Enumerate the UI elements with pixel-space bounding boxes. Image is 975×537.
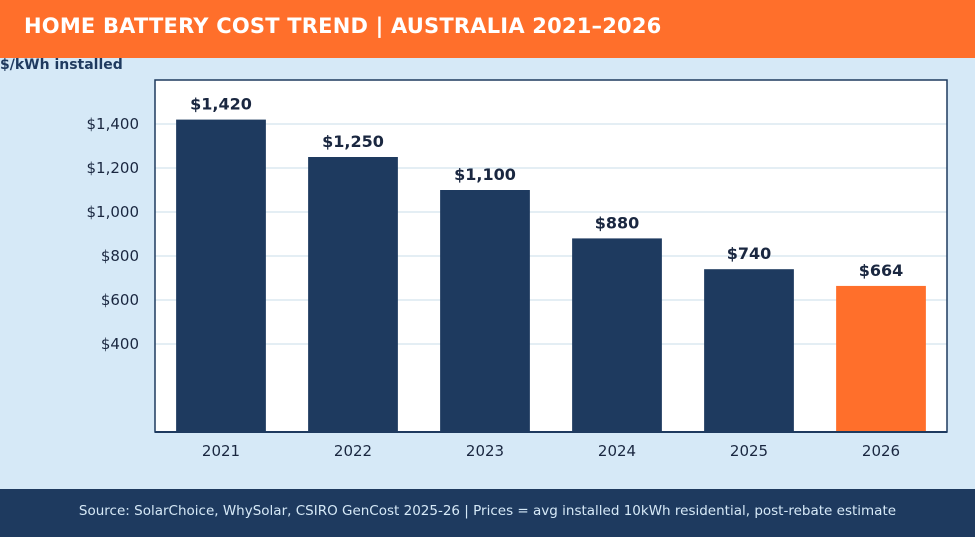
y-tick-label: $600: [101, 291, 139, 309]
y-tick-label: $1,200: [87, 159, 140, 177]
data-label: $740: [727, 244, 772, 263]
y-axis-label: $/kWh installed: [0, 57, 123, 73]
bar: [176, 119, 266, 432]
data-label: $1,250: [322, 132, 384, 151]
y-tick-label: $1,400: [87, 115, 140, 133]
bar: [836, 285, 926, 432]
x-tick-label: 2026: [862, 442, 900, 460]
y-tick-label: $800: [101, 247, 139, 265]
y-tick-label: $1,000: [87, 203, 140, 221]
page-title: HOME BATTERY COST TREND | AUSTRALIA 2021…: [24, 14, 662, 38]
data-label: $1,100: [454, 165, 516, 184]
source-note: Source: SolarChoice, WhySolar, CSIRO Gen…: [78, 503, 897, 519]
data-label: $1,420: [190, 95, 252, 114]
header-bar: HOME BATTERY COST TREND | AUSTRALIA 2021…: [0, 0, 975, 58]
data-label: $664: [859, 261, 904, 280]
footer-bar: Source: SolarChoice, WhySolar, CSIRO Gen…: [0, 489, 975, 537]
bar: [704, 269, 794, 432]
x-tick-label: 2023: [466, 442, 504, 460]
x-tick-label: 2024: [598, 442, 636, 460]
x-tick-label: 2025: [730, 442, 768, 460]
y-tick-label: $400: [101, 335, 139, 353]
x-tick-label: 2021: [202, 442, 240, 460]
bar: [308, 157, 398, 432]
bar: [440, 190, 530, 432]
x-tick-label: 2022: [334, 442, 372, 460]
bar: [572, 238, 662, 432]
data-label: $880: [595, 213, 640, 232]
